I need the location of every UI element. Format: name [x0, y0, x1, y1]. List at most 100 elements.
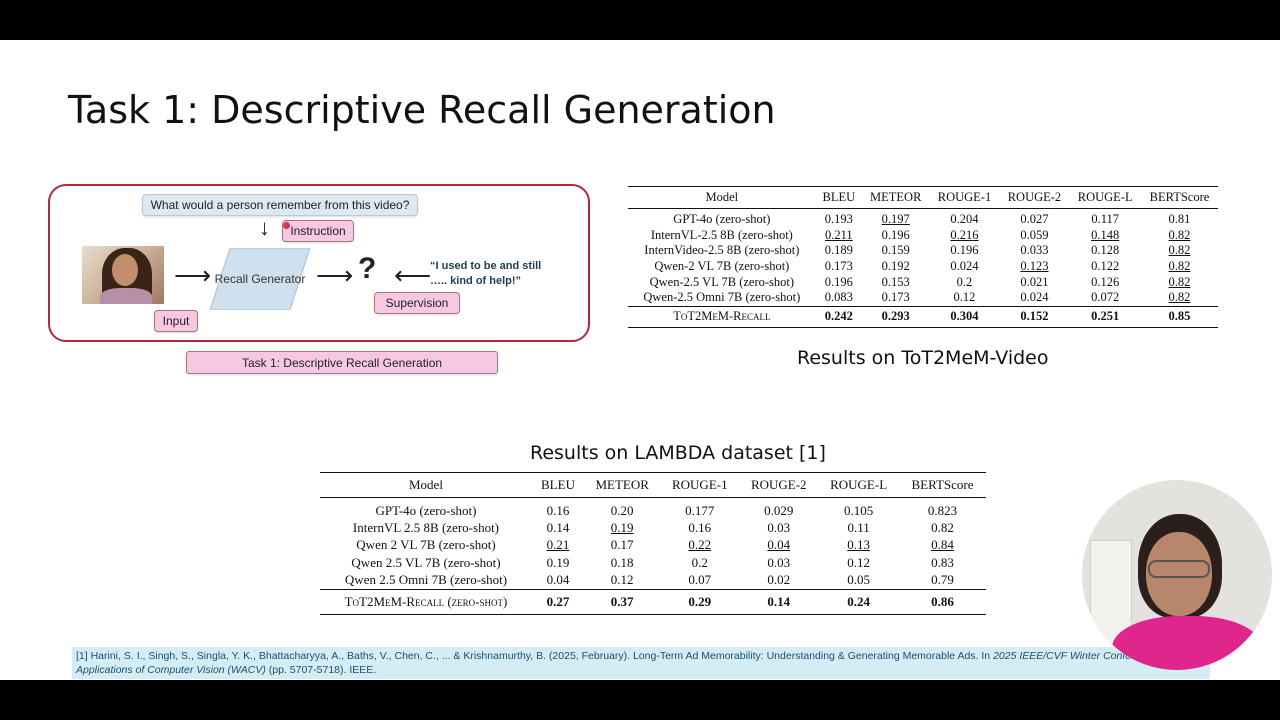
task-diagram: What would a person remember from this v… [48, 184, 590, 342]
value-cell: 0.123 [1020, 259, 1049, 274]
arrow-right-icon: ⟶ [316, 260, 354, 290]
value-cell: 0.16 [688, 520, 712, 536]
value-cell: 0.148 [1091, 227, 1120, 242]
value-cell: 0.242 [815, 305, 862, 328]
model-cell: Qwen 2 VL 7B (zero-shot) [356, 537, 496, 553]
model-cell: GPT-4o (zero-shot) [375, 502, 477, 518]
value-cell: 0.11 [847, 520, 870, 536]
value-cell: 0.82 [1168, 274, 1191, 289]
value-cell: 0.159 [881, 243, 910, 258]
value-cell: 0.18 [610, 554, 634, 570]
column-header: Model [628, 186, 816, 209]
value-cell: 0.86 [899, 588, 986, 615]
citation-text: [1] Harini, S. I., Singh, S., Singla, Y.… [76, 650, 994, 662]
value-cell: 0.82 [1168, 243, 1191, 258]
model-cell: ToT2MeM-Recall (zero-shot) [320, 588, 532, 615]
model-cell: Qwen-2.5 VL 7B (zero-shot) [649, 274, 795, 289]
value-cell: 0.192 [881, 259, 910, 274]
value-cell: 0.083 [824, 290, 853, 305]
column-header: METEOR [584, 472, 661, 498]
arrow-right-icon: ⟶ [174, 260, 212, 290]
value-cell: 0.16 [546, 502, 570, 518]
value-cell: 0.27 [531, 588, 585, 615]
value-cell: 0.14 [546, 520, 570, 536]
model-cell: Qwen 2.5 Omni 7B (zero-shot) [344, 572, 508, 588]
value-cell: 0.21 [546, 537, 570, 553]
table-row: Qwen-2 VL 7B (zero-shot) 0.173 0.192 0.0… [628, 259, 1218, 275]
table-row: Qwen-2.5 VL 7B (zero-shot) 0.196 0.153 0… [628, 274, 1218, 290]
value-cell: 0.03 [767, 520, 791, 536]
value-cell: 0.024 [1020, 290, 1049, 305]
value-cell: 0.83 [931, 554, 954, 570]
value-cell: 0.2 [956, 274, 973, 289]
supervision-label: Supervision [374, 292, 460, 314]
arrow-down-icon: ↓ [259, 215, 270, 240]
model-cell: Qwen-2.5 Omni 7B (zero-shot) [643, 290, 801, 305]
value-cell: 0.82 [931, 520, 954, 536]
table-header-row: Model BLEU METEOR ROUGE-1 ROUGE-2 ROUGE-… [320, 472, 986, 498]
value-cell: 0.072 [1091, 290, 1120, 305]
value-cell: 0.024 [950, 259, 979, 274]
column-header: Model [320, 472, 532, 498]
model-cell: Qwen 2.5 VL 7B (zero-shot) [351, 554, 501, 570]
model-cell: GPT-4o (zero-shot) [673, 212, 771, 227]
recall-quote: “I used to be and still ….. kind of help… [430, 260, 542, 287]
value-cell: 0.2 [691, 554, 708, 570]
value-cell: 0.37 [584, 588, 661, 615]
column-header: ROUGE-L [1069, 186, 1141, 209]
value-cell: 0.177 [685, 502, 715, 518]
results-table-tot2mem: Model BLEU METEOR ROUGE-1 ROUGE-2 ROUGE-… [628, 186, 1218, 328]
value-cell: 0.12 [610, 572, 634, 588]
value-cell: 0.193 [824, 212, 853, 227]
value-cell: 0.059 [1020, 227, 1049, 242]
value-cell: 0.82 [1168, 227, 1191, 242]
diagram-caption: Task 1: Descriptive Recall Generation [186, 351, 498, 374]
column-header: ROUGE-1 [660, 472, 740, 498]
value-cell: 0.204 [950, 212, 979, 227]
pointer-dot-icon [283, 222, 290, 229]
model-cell: InternVL 2.5 8B (zero-shot) [352, 520, 500, 536]
value-cell: 0.823 [927, 502, 958, 518]
table-row: InternVideo-2.5 8B (zero-shot) 0.189 0.1… [628, 243, 1218, 259]
table-row: Qwen-2.5 Omni 7B (zero-shot) 0.083 0.173… [628, 290, 1218, 306]
value-cell: 0.173 [824, 259, 853, 274]
value-cell: 0.82 [1168, 290, 1191, 305]
value-cell: 0.027 [1020, 212, 1049, 227]
value-cell: 0.196 [950, 243, 979, 258]
results-table-lambda: Model BLEU METEOR ROUGE-1 ROUGE-2 ROUGE-… [320, 472, 986, 615]
value-cell: 0.19 [546, 554, 570, 570]
value-cell: 0.189 [824, 243, 853, 258]
question-box: What would a person remember from this v… [142, 194, 418, 216]
value-cell: 0.12 [847, 554, 870, 570]
slide: Task 1: Descriptive Recall Generation Wh… [0, 40, 1280, 680]
column-header: BLEU [531, 472, 585, 498]
value-cell: 0.021 [1020, 274, 1049, 289]
value-cell: 0.196 [881, 227, 910, 242]
table-row: GPT-4o (zero-shot) 0.16 0.20 0.177 0.029… [320, 498, 986, 520]
value-cell: 0.216 [950, 227, 979, 242]
column-header: ROUGE-1 [929, 186, 1000, 209]
value-cell: 0.84 [931, 537, 954, 553]
value-cell: 0.029 [764, 502, 794, 518]
table-caption-lambda: Results on LAMBDA dataset [1] [530, 442, 826, 464]
value-cell: 0.211 [824, 227, 853, 242]
value-cell: 0.14 [739, 588, 819, 615]
value-cell: 0.122 [1091, 259, 1120, 274]
value-cell: 0.251 [1069, 305, 1141, 328]
value-cell: 0.79 [931, 572, 954, 588]
column-header: ROUGE-L [818, 472, 899, 498]
value-cell: 0.12 [953, 290, 976, 305]
value-cell: 0.82 [1168, 259, 1191, 274]
value-cell: 0.04 [546, 572, 570, 588]
table-row: GPT-4o (zero-shot) 0.193 0.197 0.204 0.0… [628, 209, 1218, 228]
column-header: METEOR [861, 186, 930, 209]
model-cell: ToT2MeM-Recall [628, 305, 816, 328]
value-cell: 0.24 [818, 588, 899, 615]
input-video-thumbnail [82, 246, 164, 304]
value-cell: 0.126 [1091, 274, 1120, 289]
value-cell: 0.85 [1140, 305, 1218, 328]
table-row: Qwen 2.5 Omni 7B (zero-shot) 0.04 0.12 0… [320, 572, 986, 590]
value-cell: 0.22 [688, 537, 712, 553]
value-cell: 0.03 [767, 554, 791, 570]
value-cell: 0.29 [660, 588, 740, 615]
